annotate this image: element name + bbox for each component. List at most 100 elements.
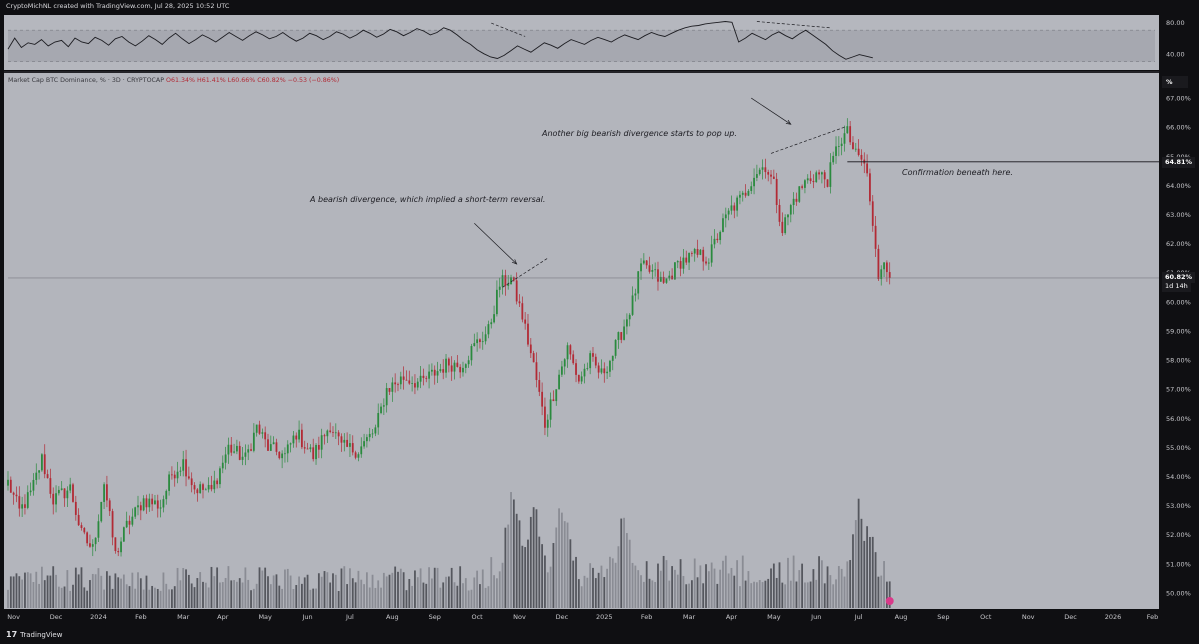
volume-bar: [289, 575, 292, 608]
candle-body: [145, 498, 148, 508]
candle-body: [450, 365, 453, 372]
volume-bar: [642, 581, 645, 608]
candle-body: [238, 445, 241, 460]
volume-bar: [18, 576, 21, 608]
rsi-tick-label: 80.00: [1166, 19, 1185, 27]
volume-bar: [346, 584, 349, 608]
candle-body: [323, 435, 326, 437]
volume-bar: [445, 576, 447, 608]
candle-body: [532, 353, 535, 363]
candle-body: [49, 478, 52, 494]
volume-bar: [32, 582, 35, 608]
volume-bar: [145, 575, 148, 608]
volume-bar: [880, 575, 883, 608]
candle-body: [527, 323, 529, 345]
candle-body: [597, 365, 600, 373]
volume-bar: [778, 562, 781, 608]
volume-bar: [247, 579, 250, 608]
candle-body: [91, 544, 94, 547]
volume-bar: [685, 584, 688, 608]
volume-bar: [159, 590, 162, 608]
volume-bar: [546, 572, 549, 608]
candle-body: [151, 498, 154, 505]
tradingview-logo[interactable]: 17 TradingView: [6, 630, 62, 639]
candle-body: [730, 205, 733, 211]
volume-bar: [620, 518, 623, 608]
volume-bar: [662, 555, 665, 608]
volume-bar: [108, 575, 111, 608]
candle-body: [176, 471, 179, 479]
volume-bar: [351, 578, 354, 608]
candle-body: [648, 265, 651, 272]
volume-bar: [727, 573, 730, 608]
price-tick-label: 52.00%: [1166, 531, 1191, 539]
price-pane[interactable]: [4, 73, 1159, 609]
volume-bar: [213, 576, 216, 608]
event-marker-icon[interactable]: [885, 597, 894, 605]
price-tick-label: 58.00%: [1166, 357, 1191, 365]
volume-bar: [337, 591, 340, 608]
candle-body: [250, 449, 252, 451]
volume-bar: [527, 539, 529, 608]
rsi-band: [8, 30, 1155, 62]
candle-body: [453, 362, 456, 372]
volume-bar: [66, 570, 69, 608]
volume-bar: [227, 566, 230, 608]
candle-body: [764, 167, 767, 173]
volume-bar: [730, 567, 733, 608]
volume-bar: [292, 589, 295, 608]
rsi-line: [7, 21, 873, 60]
volume-bar: [414, 570, 416, 608]
candle-body: [337, 432, 340, 437]
candle-body: [724, 214, 727, 219]
volume-bar: [524, 547, 527, 608]
candle-body: [80, 525, 83, 528]
volume-bar: [464, 578, 467, 608]
volume-bar: [286, 568, 289, 608]
volume-bar: [284, 569, 286, 608]
time-tick-label: Oct: [980, 613, 992, 621]
candle-body: [546, 419, 549, 428]
volume-bar: [772, 563, 775, 608]
price-axis[interactable]: [1159, 15, 1199, 626]
candle-body: [770, 174, 772, 177]
candle-body: [809, 178, 812, 182]
candle-body: [823, 172, 826, 180]
candle-body: [589, 353, 592, 369]
candle-body: [414, 383, 416, 388]
candle-body: [476, 339, 479, 344]
volume-bar: [29, 573, 32, 608]
volume-bar: [512, 499, 515, 608]
volume-bar: [97, 568, 100, 608]
candle-body: [111, 511, 114, 538]
volume-bar: [606, 568, 609, 608]
candle-body: [623, 326, 625, 340]
volume-bar: [171, 589, 173, 608]
candle-body: [162, 499, 165, 508]
candle-body: [600, 368, 603, 373]
candle-body: [849, 126, 852, 143]
candle-body: [278, 451, 281, 459]
volume-bar: [264, 567, 267, 608]
volume-bar: [340, 568, 343, 608]
volume-bar: [710, 562, 713, 608]
volume-bar: [106, 571, 108, 608]
candle-body: [812, 181, 815, 183]
candle-body: [560, 366, 563, 375]
volume-bar: [755, 582, 758, 608]
candle-body: [139, 505, 142, 511]
candle-body: [213, 480, 216, 490]
volume-bar: [298, 576, 300, 608]
candle-body: [52, 493, 55, 505]
volume-bar: [357, 570, 360, 608]
candle-body: [38, 470, 40, 473]
candle-body: [89, 543, 91, 547]
percent-scale-button[interactable]: %: [1162, 76, 1188, 88]
candle-body: [877, 248, 880, 280]
volume-bar: [317, 573, 320, 608]
volume-bar: [74, 567, 77, 608]
candle-body: [713, 238, 716, 245]
candle-body: [524, 319, 527, 324]
candle-body: [642, 260, 645, 264]
